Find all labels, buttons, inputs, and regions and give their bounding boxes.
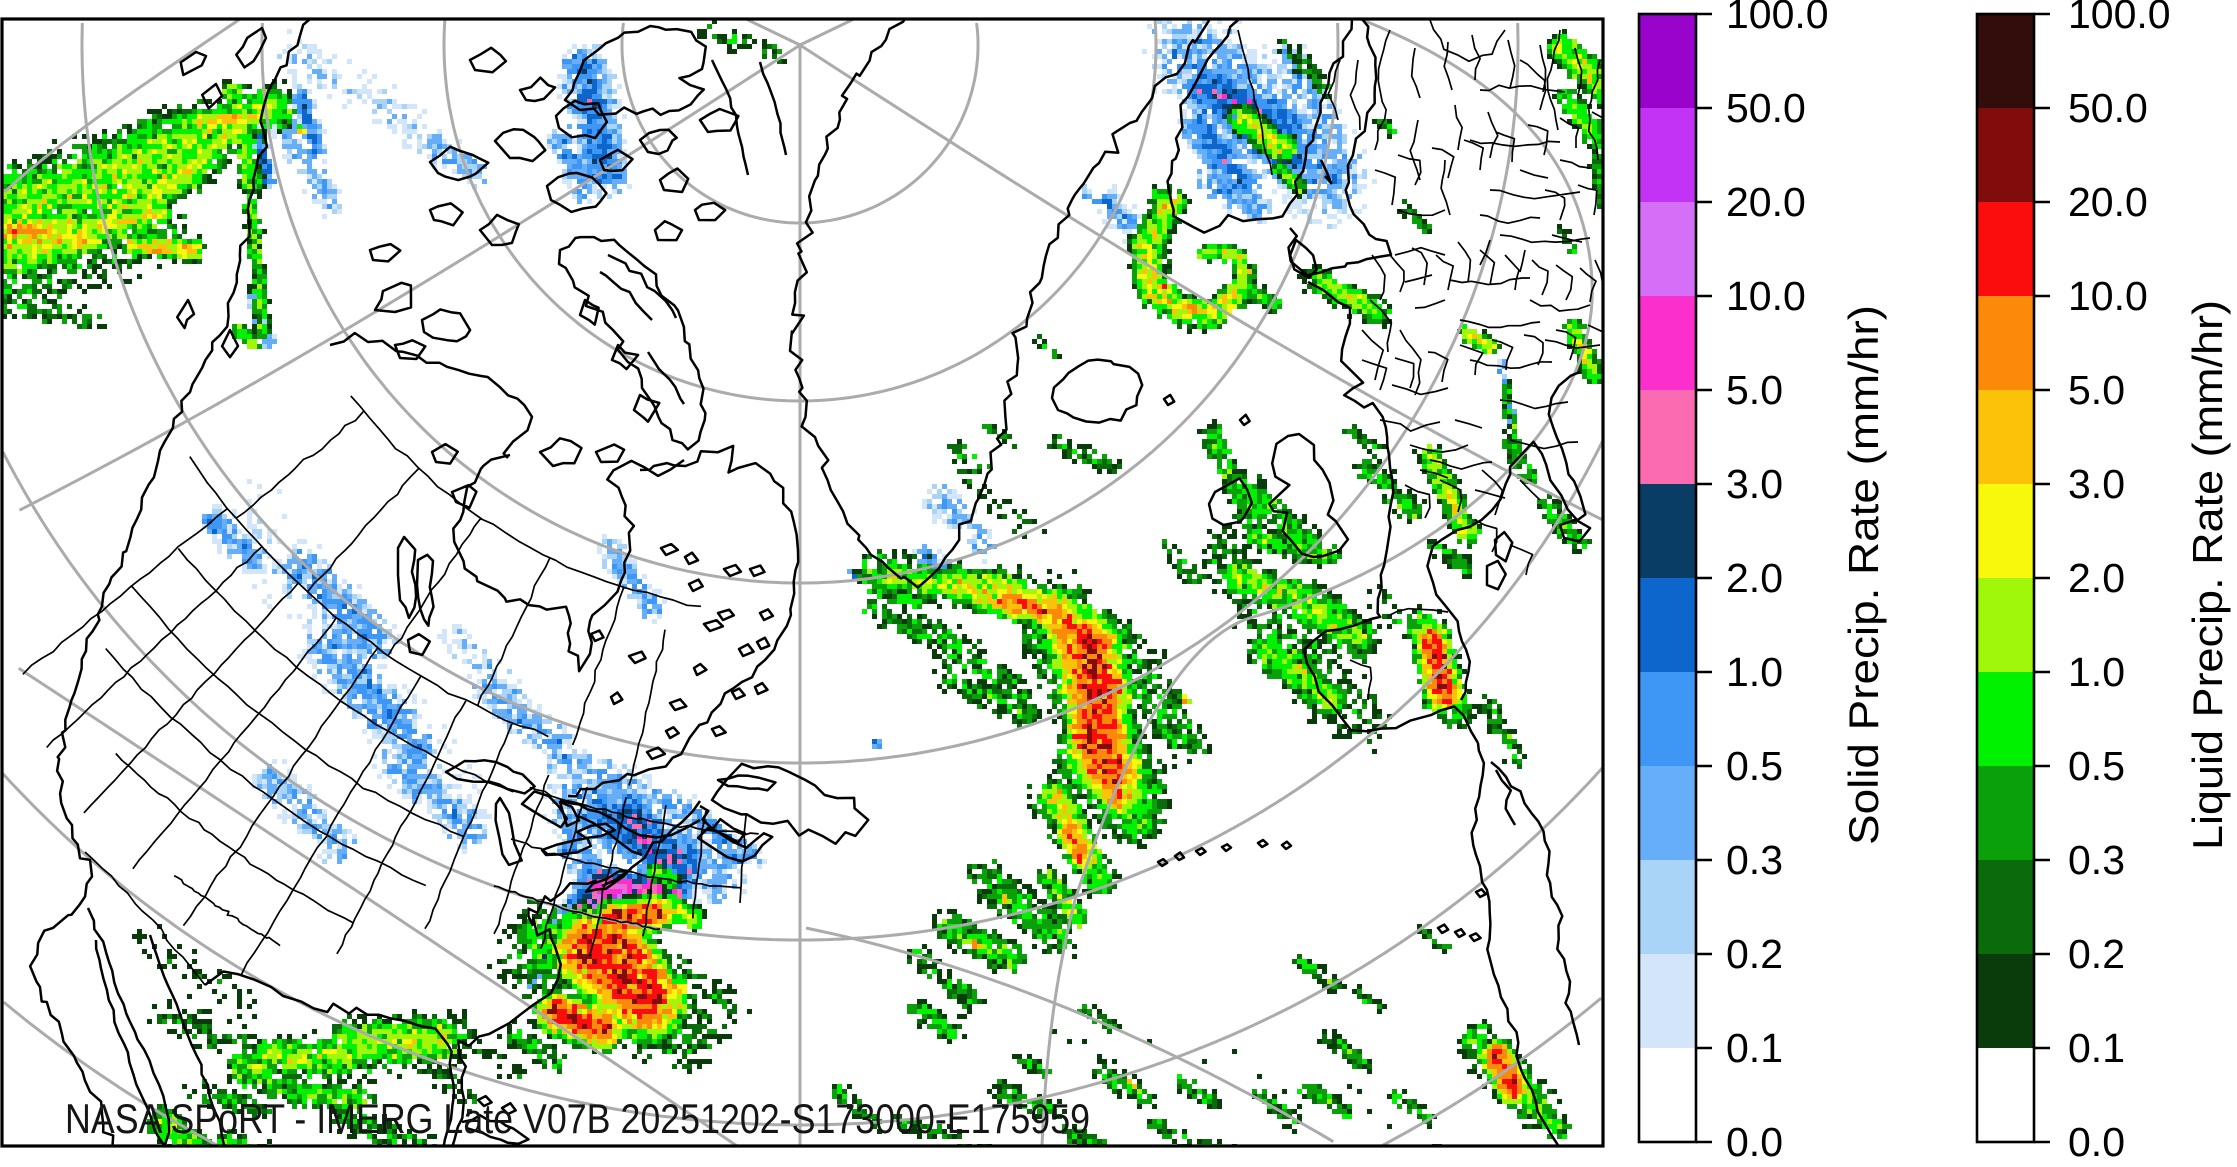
svg-text:0.1: 0.1 (1726, 1025, 1783, 1071)
svg-text:5.0: 5.0 (2068, 367, 2125, 413)
svg-text:Solid Precip. Rate (mm/hr): Solid Precip. Rate (mm/hr) (1840, 305, 1887, 845)
svg-text:0.3: 0.3 (2068, 837, 2125, 883)
svg-text:NASA SPoRT - IMERG Late V07B 2: NASA SPoRT - IMERG Late V07B 20251202-S1… (65, 1095, 1090, 1142)
svg-text:100.0: 100.0 (1726, 0, 1829, 37)
svg-text:0.0: 0.0 (2068, 1119, 2125, 1165)
svg-text:3.0: 3.0 (1726, 461, 1783, 507)
svg-text:0.5: 0.5 (2068, 743, 2125, 789)
svg-text:0.2: 0.2 (1726, 931, 1783, 977)
svg-text:20.0: 20.0 (1726, 179, 1806, 225)
svg-text:0.1: 0.1 (2068, 1025, 2125, 1071)
svg-text:50.0: 50.0 (1726, 85, 1806, 131)
svg-text:1.0: 1.0 (2068, 649, 2125, 695)
svg-text:0.5: 0.5 (1726, 743, 1783, 789)
svg-text:2.0: 2.0 (2068, 555, 2125, 601)
svg-text:50.0: 50.0 (2068, 85, 2148, 131)
svg-text:1.0: 1.0 (1726, 649, 1783, 695)
svg-text:2.0: 2.0 (1726, 555, 1783, 601)
svg-text:20.0: 20.0 (2068, 179, 2148, 225)
svg-text:3.0: 3.0 (2068, 461, 2125, 507)
svg-text:5.0: 5.0 (1726, 367, 1783, 413)
svg-text:10.0: 10.0 (2068, 273, 2148, 319)
svg-text:0.0: 0.0 (1726, 1119, 1783, 1165)
svg-text:Liquid Precip. Rate (mm/hr): Liquid Precip. Rate (mm/hr) (2184, 300, 2231, 850)
svg-text:0.3: 0.3 (1726, 837, 1783, 883)
svg-text:10.0: 10.0 (1726, 273, 1806, 319)
svg-text:0.2: 0.2 (2068, 931, 2125, 977)
svg-text:100.0: 100.0 (2068, 0, 2171, 37)
